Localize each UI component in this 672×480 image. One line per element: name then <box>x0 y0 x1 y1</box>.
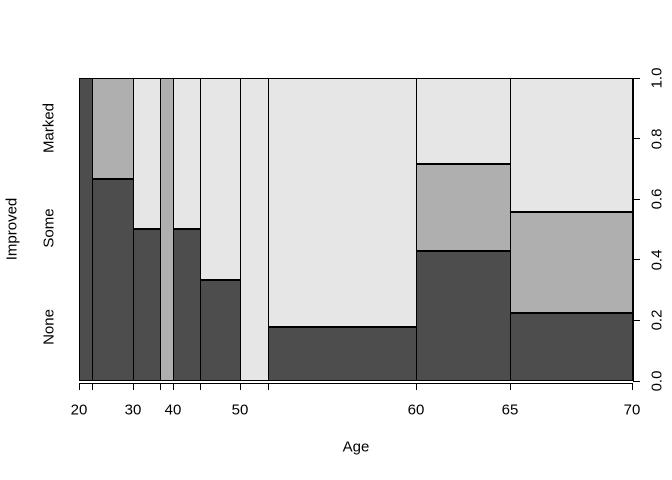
y-tick <box>633 138 640 140</box>
y-tick <box>633 77 640 79</box>
segment-none <box>92 179 134 381</box>
x-tick <box>92 383 93 390</box>
x-tick <box>200 383 201 390</box>
x-tick-label: 30 <box>124 401 142 419</box>
segment-marked <box>133 78 161 229</box>
x-tick-label: 70 <box>623 401 641 419</box>
x-axis-line <box>79 383 633 384</box>
segment-none <box>133 229 161 381</box>
segment-marked <box>510 78 633 212</box>
segment-marked <box>200 78 241 280</box>
y-category-label: Marked <box>40 102 58 153</box>
x-tick-label: 65 <box>501 401 519 419</box>
x-tick <box>632 383 633 390</box>
y-category-label: Some <box>40 208 58 248</box>
y-tick <box>633 259 640 261</box>
segment-none <box>416 251 511 381</box>
spine-bar <box>133 78 161 381</box>
segment-none <box>510 313 633 381</box>
segment-none <box>268 327 417 381</box>
segment-none <box>79 78 93 381</box>
y-tick <box>633 198 640 200</box>
y-axis-title: Improved <box>3 197 21 261</box>
spine-bar <box>92 78 134 381</box>
segment-some <box>92 78 134 179</box>
x-tick <box>240 383 241 390</box>
segment-marked <box>240 78 269 381</box>
x-tick-label: 20 <box>70 401 88 419</box>
spine-bar <box>160 78 174 381</box>
x-tick <box>160 383 161 390</box>
y-tick <box>633 319 640 321</box>
x-tick <box>133 383 134 390</box>
spine-bar <box>510 78 633 381</box>
segment-none <box>200 280 241 381</box>
spine-bar <box>200 78 241 381</box>
y-tick-label: 0.8 <box>648 128 666 150</box>
y-axis-line <box>633 78 634 382</box>
spine-bar <box>268 78 417 381</box>
x-tick-label: 60 <box>407 401 425 419</box>
segment-marked <box>268 78 417 327</box>
y-tick-label: 0.2 <box>648 309 666 331</box>
segment-some <box>510 212 633 313</box>
spine-bar <box>79 78 93 381</box>
y-category-label: None <box>40 309 58 345</box>
spine-bar <box>416 78 511 381</box>
segment-some <box>416 164 511 251</box>
x-tick <box>268 383 269 390</box>
segment-none <box>173 229 201 381</box>
y-tick <box>633 380 640 382</box>
x-tick-label: 50 <box>231 401 249 419</box>
segment-some <box>160 78 174 381</box>
y-tick-label: 1.0 <box>648 67 666 89</box>
x-tick-label: 40 <box>164 401 182 419</box>
segment-marked <box>173 78 201 229</box>
x-tick <box>510 383 511 390</box>
spine-bar <box>240 78 269 381</box>
plot-area <box>79 78 633 381</box>
segment-marked <box>416 78 511 164</box>
spine-bar <box>173 78 201 381</box>
y-tick-label: 0.4 <box>648 249 666 271</box>
y-tick-label: 0.6 <box>648 188 666 210</box>
x-tick <box>173 383 174 390</box>
x-tick <box>416 383 417 390</box>
x-tick <box>79 383 80 390</box>
x-axis-title: Age <box>342 438 370 456</box>
y-tick-label: 0.0 <box>648 370 666 392</box>
